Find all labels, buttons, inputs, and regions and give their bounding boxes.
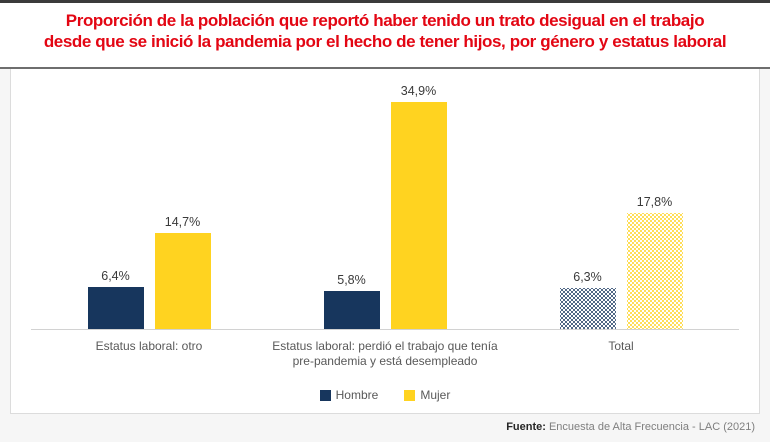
legend-label: Hombre — [335, 388, 379, 402]
legend-item-mujer: Mujer — [404, 388, 450, 402]
bar-hombre — [323, 291, 380, 329]
bar-mujer — [154, 233, 211, 329]
category-cell: Estatus laboral: otro — [31, 330, 267, 372]
value-label: 6,3% — [573, 270, 602, 284]
source-text: Encuesta de Alta Frecuencia - LAC (2021) — [548, 421, 755, 433]
chart-title-line2: desde que se inició la pandemia por el h… — [43, 32, 727, 51]
category-cell: Total — [503, 330, 739, 372]
plot-area: 6,4% 14,7% 5,8% 34,9% 6,3% 17,8% — [31, 69, 739, 330]
source-label: Fuente: — [506, 421, 546, 433]
bar-with-label: 6,3% — [559, 270, 616, 329]
legend: Hombre Mujer — [11, 388, 759, 402]
chart-title-line1: Proporción de la población que reportó h… — [65, 11, 705, 30]
category-cell: Estatus laboral: perdió el trabajo que t… — [267, 330, 503, 372]
category-label: Total — [608, 339, 634, 353]
bar-hombre — [87, 287, 144, 329]
value-label: 6,4% — [101, 269, 130, 283]
value-label: 34,9% — [400, 84, 437, 98]
bar-mujer — [626, 213, 683, 329]
legend-label: Mujer — [420, 388, 451, 402]
category-label: Estatus laboral: perdió el trabajo que t… — [272, 339, 498, 368]
bar-group: 6,3% 17,8% — [503, 69, 739, 329]
category-label: Estatus laboral: otro — [95, 339, 203, 353]
legend-swatch-mujer — [404, 389, 416, 401]
bar-hombre — [559, 288, 616, 329]
value-label: 17,8% — [636, 195, 673, 209]
bar-mujer — [390, 102, 447, 329]
legend-item-hombre: Hombre — [319, 388, 379, 402]
bar-group: 6,4% 14,7% — [31, 69, 267, 329]
chart-area: 6,4% 14,7% 5,8% 34,9% 6,3% 17,8% Estatus labo… — [10, 69, 760, 414]
bar-with-label: 17,8% — [626, 195, 683, 329]
bar-with-label: 34,9% — [390, 84, 447, 329]
source-note: Fuente: Encuesta de Alta Frecuencia - LAC… — [0, 414, 770, 442]
category-axis: Estatus laboral: otro Estatus laboral: pe… — [31, 330, 739, 372]
bar-with-label: 14,7% — [154, 215, 211, 329]
chart-title: Proporción de la población que reportó h… — [0, 3, 770, 69]
bar-with-label: 5,8% — [323, 273, 380, 329]
bar-group: 5,8% 34,9% — [267, 69, 503, 329]
value-label: 5,8% — [337, 273, 366, 287]
legend-swatch-hombre — [319, 389, 331, 401]
value-label: 14,7% — [164, 215, 201, 229]
bar-with-label: 6,4% — [87, 269, 144, 329]
